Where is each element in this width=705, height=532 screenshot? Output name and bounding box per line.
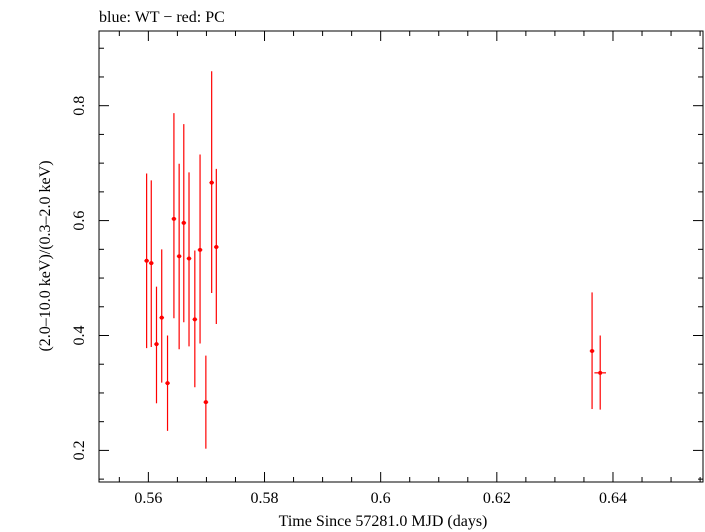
data-series-pc xyxy=(144,71,607,449)
point-marker xyxy=(590,349,595,354)
x-tick-label: 0.56 xyxy=(134,490,162,507)
y-tick-label: 0.6 xyxy=(71,211,88,231)
plot-frame xyxy=(98,30,704,483)
data-point xyxy=(192,250,198,388)
x-tick-label: 0.62 xyxy=(483,490,511,507)
point-marker xyxy=(209,180,214,185)
chart-title: blue: WT − red: PC xyxy=(99,9,225,26)
point-marker xyxy=(203,400,208,405)
y-tick-labels: 0.2 0.4 0.6 0.8 xyxy=(71,96,88,461)
data-point xyxy=(159,249,165,383)
data-point xyxy=(148,180,154,347)
data-point xyxy=(203,355,209,449)
data-point xyxy=(213,168,219,325)
x-tick-label: 0.58 xyxy=(251,490,279,507)
data-point xyxy=(176,163,182,350)
y-tick-label: 0.2 xyxy=(71,440,88,460)
data-point xyxy=(594,335,607,410)
data-point xyxy=(165,335,170,431)
axis-ticks xyxy=(99,31,703,482)
point-marker xyxy=(165,381,170,386)
point-marker xyxy=(144,258,149,263)
point-marker xyxy=(181,220,186,225)
point-marker xyxy=(192,317,197,322)
point-marker xyxy=(149,261,154,266)
data-point xyxy=(154,286,159,404)
point-marker xyxy=(171,216,176,221)
data-point xyxy=(589,292,595,410)
point-marker xyxy=(214,245,219,250)
y-tick-label: 0.8 xyxy=(71,96,88,116)
data-point xyxy=(144,173,149,349)
point-marker xyxy=(177,254,182,259)
data-point xyxy=(209,71,214,293)
y-axis-label: (2.0–10.0 keV)/(0.3–2.0 keV) xyxy=(37,160,54,351)
point-marker xyxy=(198,247,203,252)
x-tick-label: 0.64 xyxy=(599,490,627,507)
data-point xyxy=(181,124,187,323)
data-point xyxy=(171,113,177,319)
x-tick-label: 0.6 xyxy=(371,490,391,507)
point-marker xyxy=(159,315,164,320)
y-tick-label: 0.4 xyxy=(71,325,88,345)
point-marker xyxy=(598,370,603,375)
data-point xyxy=(186,172,192,347)
point-marker xyxy=(154,342,159,347)
x-tick-labels: 0.56 0.58 0.6 0.62 0.64 xyxy=(134,490,627,507)
data-point xyxy=(197,154,203,344)
x-axis-label: Time Since 57281.0 MJD (days) xyxy=(279,513,488,530)
point-marker xyxy=(187,256,192,261)
